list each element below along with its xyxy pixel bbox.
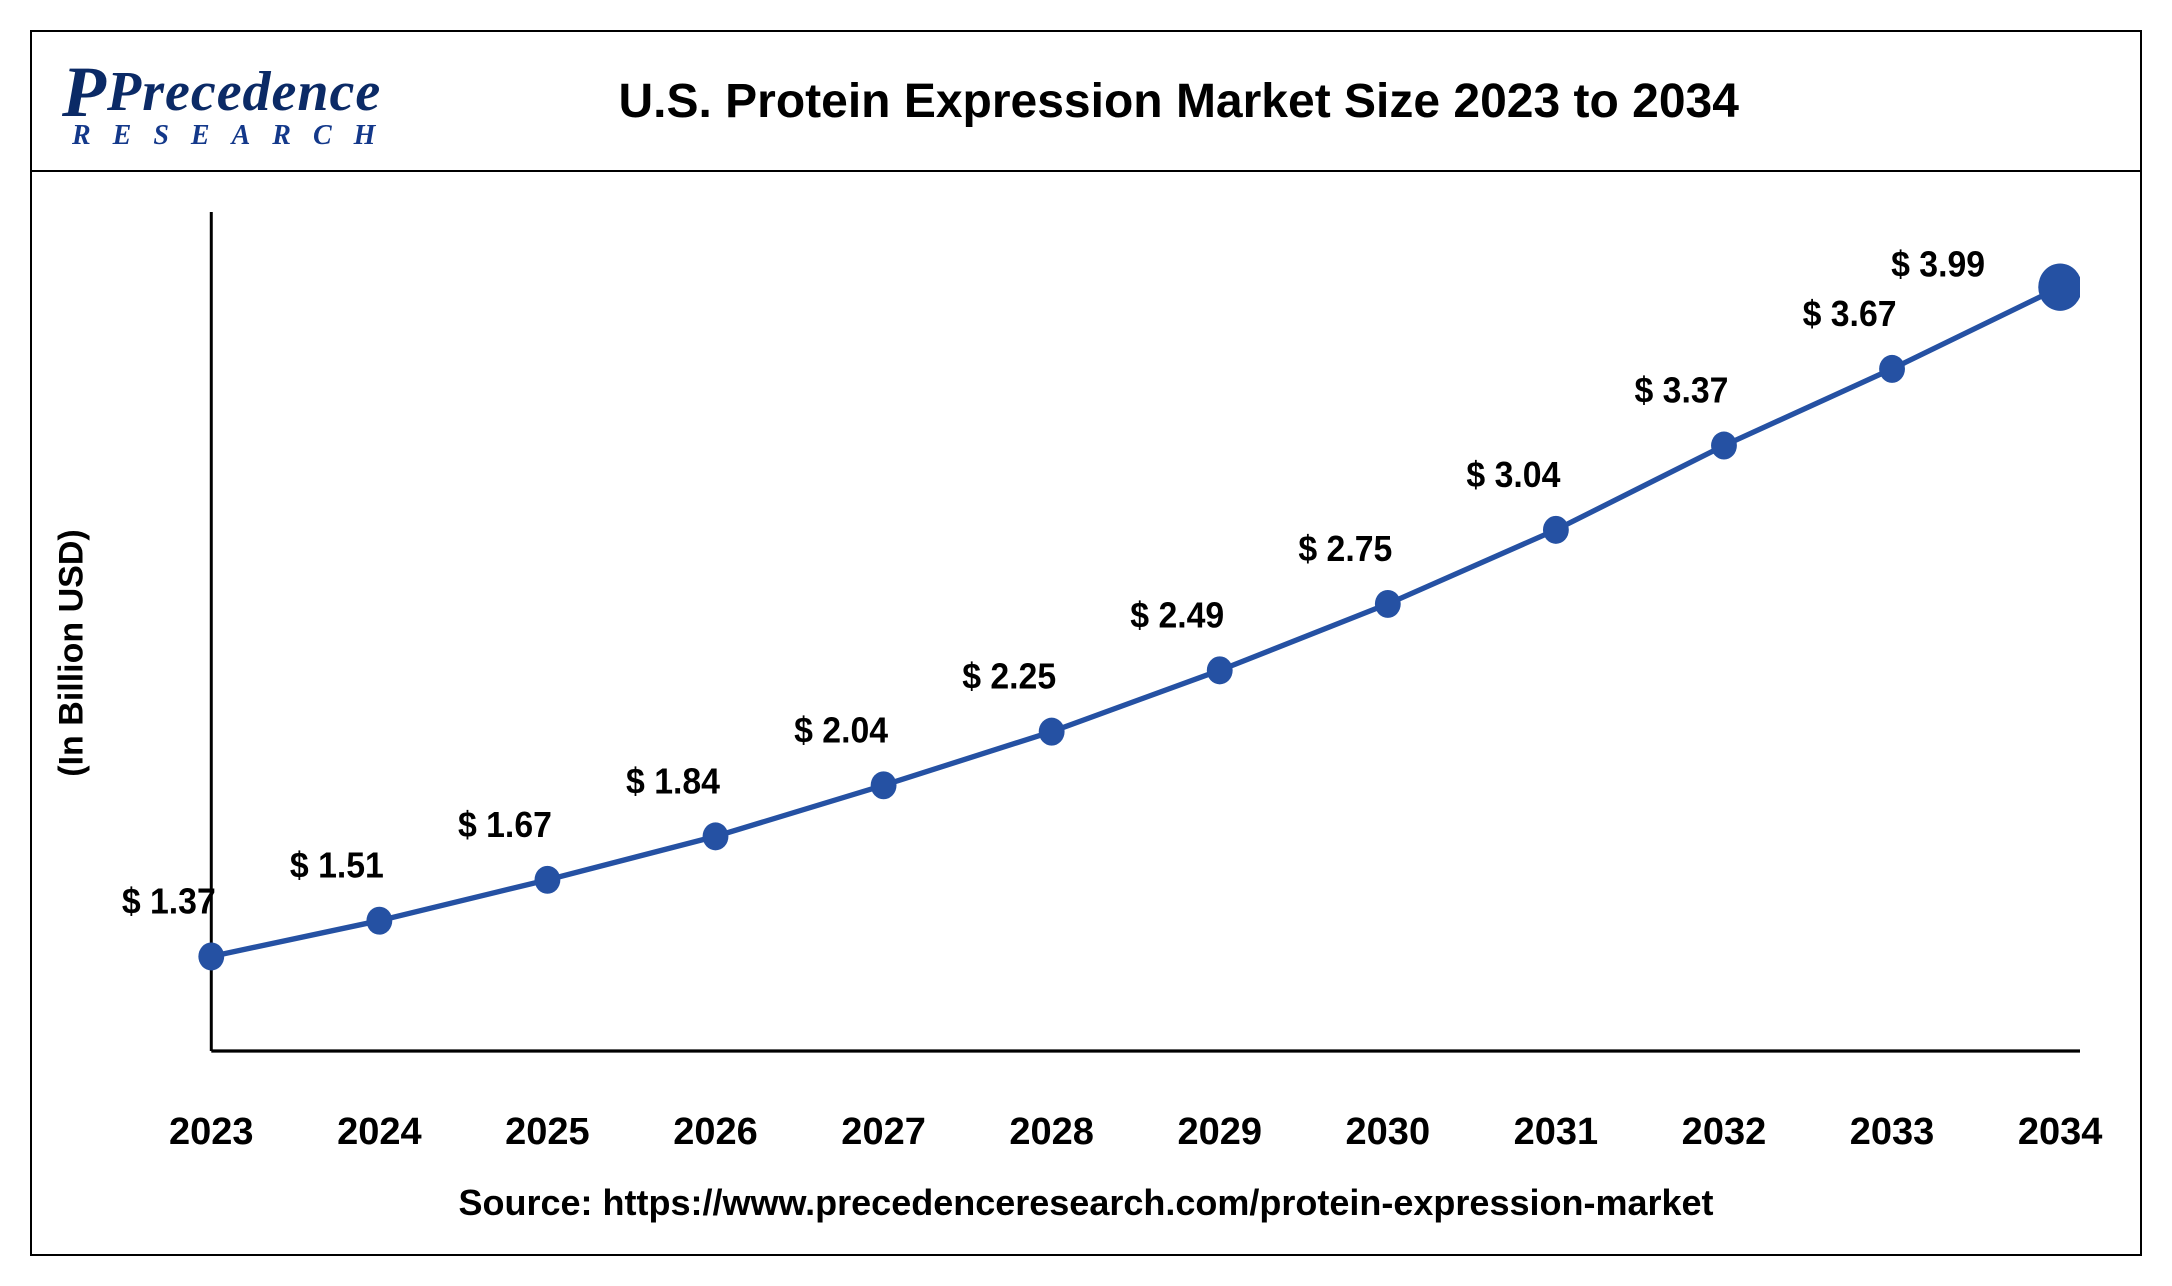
header: PPrecedence RESEARCH U.S. Protein Expres… (32, 32, 2140, 172)
logo-sub: RESEARCH (72, 123, 397, 148)
plot-area: (In Billion USD) $ 1.37$ 1.51$ 1.67$ 1.8… (92, 212, 2080, 1094)
x-tick: 2032 (1682, 1111, 1767, 1154)
x-tick: 2028 (1009, 1111, 1094, 1154)
x-tick: 2027 (841, 1111, 926, 1154)
y-axis-label: (In Billion USD) (53, 529, 92, 776)
chart-container: PPrecedence RESEARCH U.S. Protein Expres… (30, 30, 2142, 1256)
svg-text:$ 1.84: $ 1.84 (626, 761, 720, 802)
svg-text:$ 3.67: $ 3.67 (1803, 294, 1897, 335)
svg-text:$ 2.49: $ 2.49 (1130, 595, 1224, 636)
chart-title: U.S. Protein Expression Market Size 2023… (397, 74, 2120, 129)
svg-text:$ 1.37: $ 1.37 (122, 881, 216, 922)
svg-text:$ 2.75: $ 2.75 (1298, 529, 1392, 570)
svg-text:$ 2.25: $ 2.25 (962, 656, 1056, 697)
brand-logo: PPrecedence RESEARCH (62, 54, 397, 148)
x-tick: 2024 (337, 1111, 422, 1154)
x-tick: 2029 (1177, 1111, 1262, 1154)
x-tick: 2033 (1850, 1111, 1935, 1154)
x-tick: 2023 (169, 1111, 254, 1154)
svg-text:$ 1.51: $ 1.51 (290, 845, 384, 886)
svg-text:$ 3.99: $ 3.99 (1891, 244, 1985, 285)
svg-text:$ 2.04: $ 2.04 (794, 710, 888, 751)
svg-text:$ 1.67: $ 1.67 (458, 805, 552, 846)
x-tick: 2034 (2018, 1111, 2103, 1154)
x-axis-ticks: 2023 2024 2025 2026 2027 2028 2029 2030 2031 2032… (92, 1104, 2080, 1154)
x-tick: 2025 (505, 1111, 590, 1154)
svg-text:$ 3.04: $ 3.04 (1466, 455, 1560, 496)
x-tick: 2031 (1514, 1111, 1599, 1154)
line-chart-svg: $ 1.37 $ 1.51 $ 1.67 $ 1.84 $ 2.04 $ 2.25 $ 2.… (92, 212, 2080, 1094)
x-tick: 2030 (1346, 1111, 1431, 1154)
logo-main: Precedence (107, 61, 381, 123)
x-tick: 2026 (673, 1111, 758, 1154)
source-text: Source: https://www.precedenceresearch.c… (32, 1182, 2140, 1224)
svg-text:$ 3.37: $ 3.37 (1635, 370, 1729, 411)
